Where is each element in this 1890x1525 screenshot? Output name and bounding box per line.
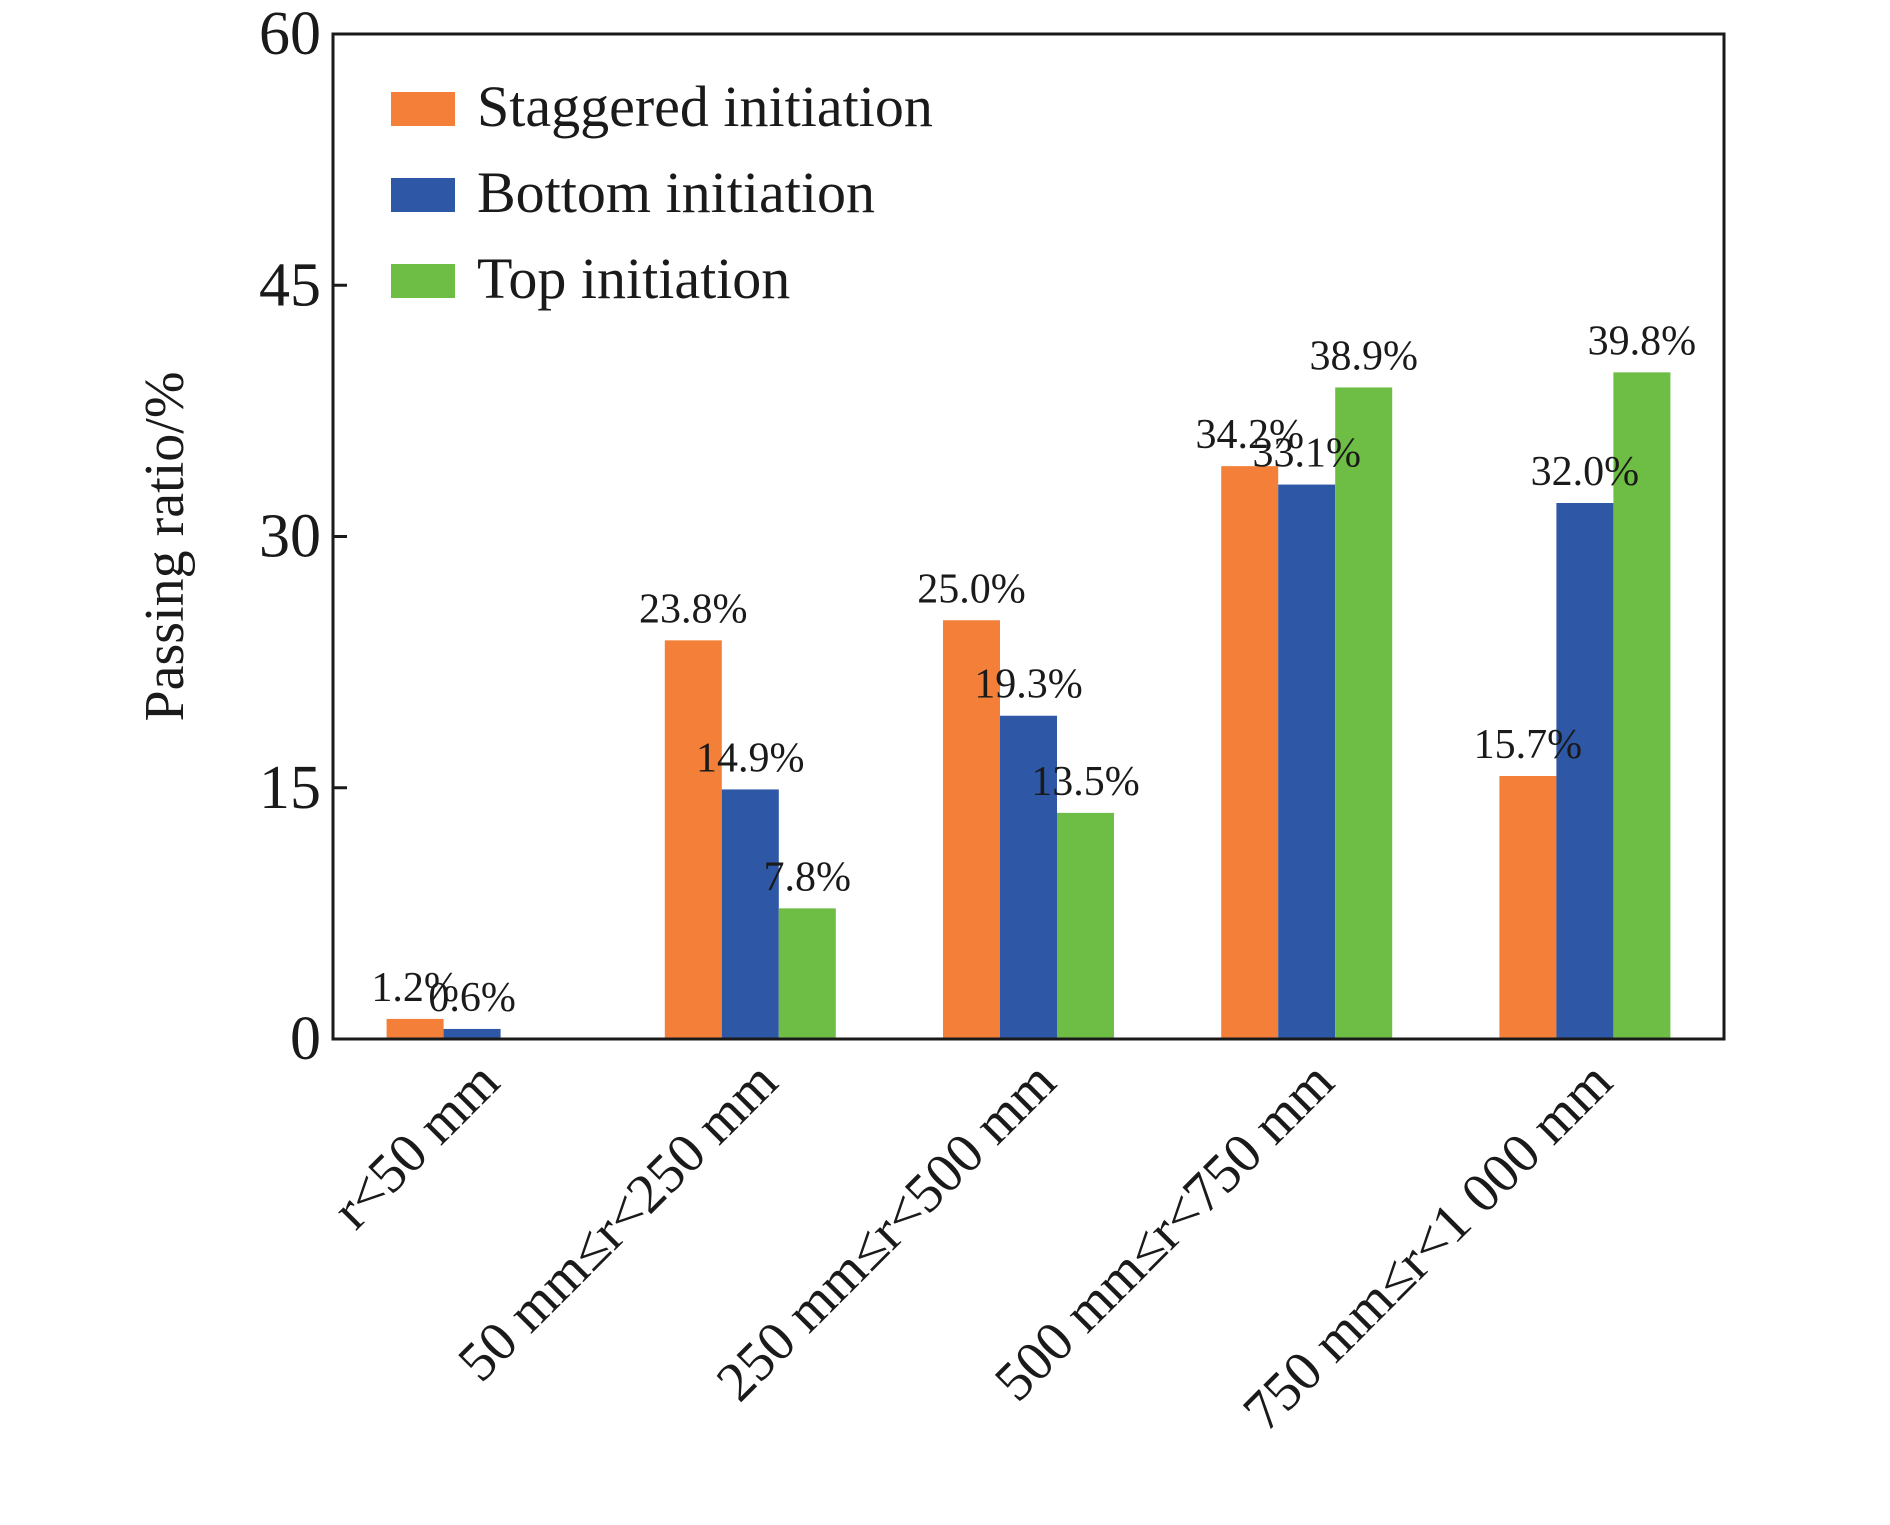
bar-staggered-initiation-4 — [1499, 776, 1557, 1039]
legend-swatch — [391, 264, 455, 298]
y-tick-label: 45 — [259, 251, 321, 319]
legend-swatch — [391, 92, 455, 126]
bar-value-label: 1.2% — [371, 965, 459, 1011]
bar-value-label: 32.0% — [1531, 449, 1640, 495]
bar-bottom-initiation-2 — [1000, 715, 1057, 1039]
bar-value-label: 23.8% — [639, 586, 748, 632]
bar-top-initiation-1 — [778, 908, 836, 1039]
bar-top-initiation-4 — [1613, 372, 1671, 1040]
bar-top-initiation-3 — [1335, 387, 1393, 1039]
bar-value-label: 34.2% — [1195, 412, 1304, 458]
bar-bottom-initiation-3 — [1278, 484, 1336, 1039]
y-tick-label: 60 — [259, 0, 321, 68]
bar-bottom-initiation-4 — [1556, 503, 1614, 1039]
legend-label: Staggered initiation — [477, 74, 933, 139]
legend-label: Top initiation — [477, 246, 790, 311]
y-tick-label: 30 — [259, 503, 321, 571]
data-labels-layer: 1.2% 23.8% 25.0% 34.2% 15.7% 0.6% 14.9% 19.3% 33… — [371, 318, 1696, 1021]
bar-value-label: 33.1% — [1252, 431, 1361, 477]
bar-value-label: 7.8% — [764, 854, 852, 900]
bar-staggered-initiation-1 — [664, 640, 722, 1039]
bar-staggered-initiation-3 — [1221, 466, 1279, 1039]
bar-value-label: 39.8% — [1588, 318, 1697, 364]
bar-value-label: 14.9% — [696, 735, 805, 781]
bar-staggered-initiation-2 — [943, 620, 1000, 1039]
bar-value-label: 0.6% — [428, 975, 516, 1021]
legend-label: Bottom initiation — [477, 160, 875, 225]
bar-value-label: 15.7% — [1474, 722, 1583, 768]
y-axis-title: Passing ratio/% — [134, 372, 196, 722]
bar-top-initiation-2 — [1057, 812, 1114, 1039]
bar-value-label: 25.0% — [917, 566, 1026, 612]
bars-layer — [386, 372, 1671, 1040]
y-axis: 0 15 30 45 60 — [259, 0, 347, 1073]
bar-bottom-initiation-1 — [721, 789, 779, 1039]
bar-value-label: 38.9% — [1309, 333, 1418, 379]
legend-swatch — [391, 178, 455, 212]
bar-staggered-initiation-0 — [386, 1018, 444, 1039]
y-tick-label: 15 — [259, 754, 321, 822]
bar-bottom-initiation-0 — [443, 1028, 501, 1039]
x-category-label: r<50 mm — [321, 1050, 511, 1240]
y-tick-label: 0 — [290, 1005, 321, 1073]
bar-value-label: 19.3% — [974, 662, 1083, 708]
bar-value-label: 13.5% — [1031, 759, 1140, 805]
legend: Staggered initiation Bottom initiation Top… — [391, 74, 933, 311]
